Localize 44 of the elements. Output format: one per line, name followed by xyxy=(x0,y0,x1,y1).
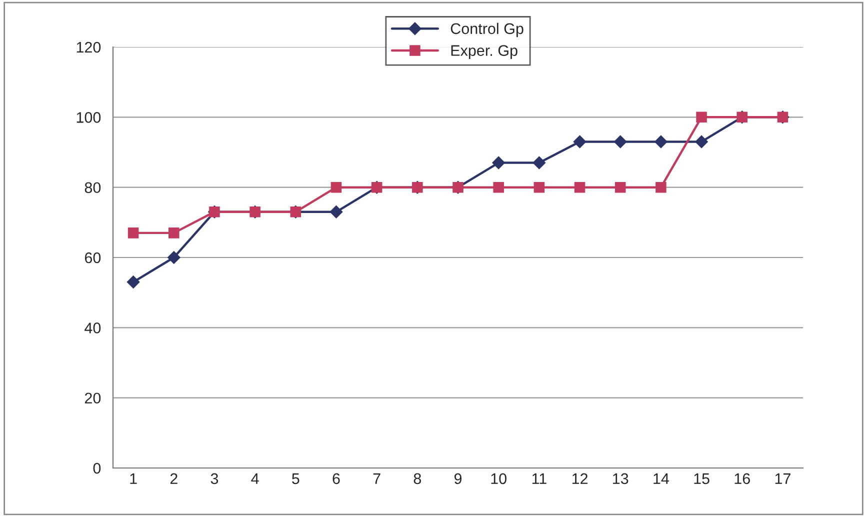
y-tick-label: 120 xyxy=(76,42,101,53)
point xyxy=(614,182,626,193)
x-tick-label: 13 xyxy=(613,473,628,484)
point xyxy=(167,251,180,264)
point xyxy=(126,276,140,288)
point xyxy=(534,182,545,193)
x-tick-label: 3 xyxy=(210,473,218,484)
x-tick-label: 11 xyxy=(532,473,546,484)
point xyxy=(574,182,586,193)
x-tick-label: 16 xyxy=(734,473,750,484)
y-tick-label: 20 xyxy=(84,392,101,404)
point xyxy=(330,182,342,193)
point xyxy=(614,135,627,148)
x-tick-label: 2 xyxy=(170,473,178,484)
x-tick-label: 14 xyxy=(654,473,669,484)
y-tick-label: 0 xyxy=(93,462,101,474)
x-tick-label: 15 xyxy=(694,473,710,484)
point xyxy=(696,112,707,123)
y-tick-label: 40 xyxy=(84,322,101,334)
x-tick-label: 8 xyxy=(414,473,421,484)
x-tick-label: 12 xyxy=(572,473,588,484)
x-tick-label: 5 xyxy=(292,473,300,484)
x-tick-label: 9 xyxy=(454,473,462,484)
legend-label: Exper. Gp xyxy=(451,45,518,59)
point xyxy=(330,205,343,218)
point xyxy=(492,156,505,170)
point xyxy=(656,182,666,193)
point xyxy=(573,135,586,148)
y-tick-label: 60 xyxy=(84,252,101,264)
x-tick-label: 7 xyxy=(373,473,380,484)
y-tick-label: 80 xyxy=(84,182,101,194)
x-tick-label: 4 xyxy=(251,473,259,484)
x-tick-label: 10 xyxy=(491,473,506,484)
y-tick-label: 100 xyxy=(76,112,101,123)
point xyxy=(128,228,139,238)
point xyxy=(168,228,180,238)
x-tick-label: 1 xyxy=(130,473,137,484)
legend-label: Control Gp xyxy=(450,22,524,38)
point xyxy=(654,135,668,148)
point xyxy=(493,182,504,193)
x-tick-label: 17 xyxy=(775,473,790,484)
x-tick-label: 6 xyxy=(332,473,340,484)
point xyxy=(532,156,546,170)
point xyxy=(695,135,708,148)
